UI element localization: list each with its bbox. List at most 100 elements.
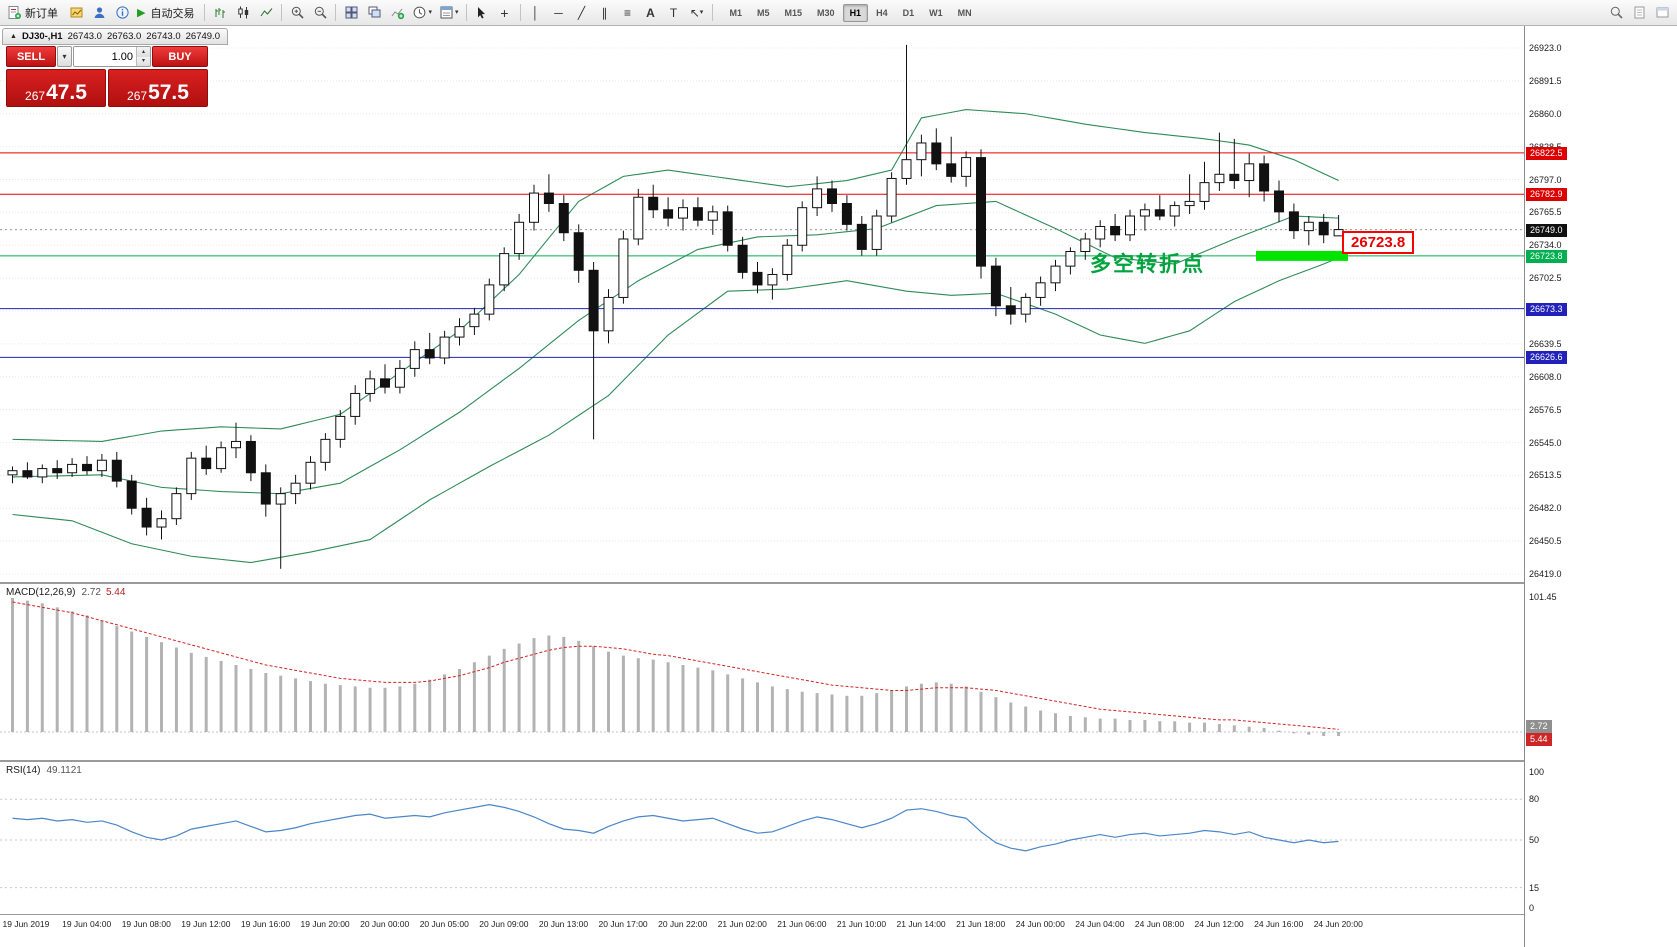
- macd-label: MACD(12,26,9) 2.72 5.44: [6, 587, 125, 598]
- time-axis[interactable]: 19 Jun 2019 19 Jun 04:00 19 Jun 08:00 19 Ju…: [0, 915, 1524, 947]
- time-axis-label: 20 Jun 17:00: [598, 919, 648, 929]
- price-level-badge: 26782.9: [1526, 188, 1567, 202]
- rsi-tick-label: 0: [1529, 903, 1535, 913]
- volume-input[interactable]: [74, 47, 136, 66]
- ohlc-low: 26743.0: [146, 31, 181, 42]
- toolbar-separator: [711, 4, 713, 21]
- trendline-button[interactable]: ╱: [571, 3, 593, 23]
- price-tick-label: 26608.0: [1529, 371, 1562, 382]
- new-chart-button[interactable]: [65, 3, 87, 23]
- toolbar-separator: [335, 4, 337, 21]
- price-tick-label: 26450.5: [1529, 536, 1562, 547]
- zoom-out-button[interactable]: [309, 3, 331, 23]
- time-axis-label: 21 Jun 02:00: [717, 919, 767, 929]
- channel-icon: ∥: [601, 5, 608, 20]
- trendline-icon: ╱: [577, 5, 586, 20]
- ohlc-high: 26763.0: [106, 31, 142, 42]
- label-tool-button[interactable]: T: [663, 3, 685, 23]
- sell-button[interactable]: SELL: [6, 46, 56, 67]
- toolbar-separator: [465, 4, 467, 21]
- timeframe-button-H1[interactable]: H1: [842, 3, 869, 22]
- price-tick-label: 26734.0: [1529, 240, 1562, 251]
- timeframe-button-MN[interactable]: MN: [951, 4, 979, 22]
- volume-down-button[interactable]: ▾: [137, 56, 150, 66]
- rsi-canvas[interactable]: [0, 762, 1524, 914]
- text-tool-button[interactable]: A: [640, 3, 662, 23]
- price-axis-column[interactable]: 26923.0 26891.5 26860.0 26828.5 26797.0 26765…: [1524, 26, 1677, 947]
- buy-price[interactable]: 267 57.5: [108, 69, 208, 107]
- buy-button[interactable]: BUY: [152, 46, 208, 67]
- timeframe-button-M15[interactable]: M15: [778, 4, 810, 22]
- price-tick-label: 26513.5: [1529, 470, 1562, 481]
- search-icon: [1610, 6, 1623, 19]
- vertical-line-button[interactable]: │: [525, 3, 547, 23]
- zoom-in-icon: [291, 6, 304, 19]
- rsi-label: RSI(14) 49.1121: [6, 765, 82, 776]
- horizontal-line-button[interactable]: ─: [548, 3, 570, 23]
- timeframe-button-M5[interactable]: M5: [750, 4, 777, 22]
- indicators-button[interactable]: [386, 3, 408, 23]
- doc-window-button-2[interactable]: [1651, 3, 1673, 23]
- arrow-objects-button[interactable]: ↖ ▾: [686, 3, 708, 23]
- data-window-button[interactable]: [111, 3, 133, 23]
- bar-chart-button[interactable]: [209, 3, 231, 23]
- toolbar: 新订单 ▶ 自动交易 ▾ ▾: [0, 0, 1677, 26]
- price-level-badge: 26749.0: [1526, 223, 1567, 237]
- macd-canvas[interactable]: [0, 584, 1524, 760]
- price-big-digits: 47.5: [46, 81, 87, 104]
- rsi-tick-label: 80: [1529, 794, 1540, 805]
- timeframe-button-H4[interactable]: H4: [869, 4, 895, 22]
- tile-windows-icon: [345, 6, 358, 19]
- tile-windows-button[interactable]: [340, 3, 362, 23]
- price-tick-label: 26923.0: [1529, 43, 1562, 53]
- new-order-icon: [8, 6, 21, 19]
- timeframe-button-M30[interactable]: M30: [810, 4, 842, 22]
- timeframe-button-D1[interactable]: D1: [896, 4, 922, 22]
- price-callout-box[interactable]: 26723.8: [1342, 231, 1415, 254]
- sell-price[interactable]: 267 47.5: [6, 69, 106, 107]
- document-icon: [1634, 6, 1644, 19]
- macd-main-value: 2.72: [81, 587, 101, 598]
- doc-window-button-1[interactable]: [1628, 3, 1650, 23]
- line-chart-icon: [260, 8, 273, 17]
- time-axis-label: 24 Jun 00:00: [1015, 919, 1065, 929]
- label-tool-icon: T: [669, 5, 678, 20]
- time-axis-label: 20 Jun 00:00: [360, 919, 410, 929]
- macd-axis-max: 101.45: [1529, 592, 1557, 602]
- horizontal-line-icon: ─: [554, 5, 563, 20]
- timeframe-button-W1[interactable]: W1: [922, 4, 950, 22]
- line-chart-button[interactable]: [255, 3, 277, 23]
- price-chart-canvas[interactable]: [0, 26, 1524, 582]
- channel-button[interactable]: ∥: [594, 3, 616, 23]
- clock-icon: [414, 6, 426, 19]
- candlestick-chart-button[interactable]: [232, 3, 254, 23]
- price-tick-label: 26797.0: [1529, 174, 1562, 185]
- bar-chart-icon: [215, 8, 225, 18]
- timeframe-button-M1[interactable]: M1: [723, 4, 750, 22]
- profiles-button[interactable]: [88, 3, 110, 23]
- trade-options-dropdown[interactable]: ▾: [57, 46, 72, 67]
- time-axis-label: 21 Jun 10:00: [836, 919, 887, 929]
- price-tick-label: 26576.5: [1529, 404, 1562, 415]
- chart-tab[interactable]: ▲ DJ30-,H1 26743.0 26763.0 26743.0 26749…: [2, 28, 228, 45]
- autotrade-button[interactable]: ▶ 自动交易: [134, 3, 200, 23]
- new-order-button[interactable]: 新订单: [4, 3, 64, 23]
- zoom-in-button[interactable]: [286, 3, 308, 23]
- price-tick-label: 26639.5: [1529, 338, 1562, 349]
- candlestick-icon: [238, 6, 249, 19]
- price-tick-label: 26545.0: [1529, 437, 1562, 448]
- search-button[interactable]: [1605, 3, 1627, 23]
- periods-button[interactable]: ▾: [409, 3, 435, 23]
- text-tool-icon: A: [646, 5, 655, 20]
- templates-button[interactable]: ▾: [436, 3, 462, 23]
- rsi-panel: RSI(14) 49.1121: [0, 762, 1524, 915]
- cascade-windows-button[interactable]: [363, 3, 385, 23]
- zoom-out-icon: [314, 6, 327, 19]
- time-axis-label: 24 Jun 04:00: [1075, 919, 1125, 929]
- time-axis-label: 24 Jun 12:00: [1194, 919, 1244, 929]
- fibonacci-button[interactable]: ≡: [617, 3, 639, 23]
- volume-up-button[interactable]: ▴: [137, 47, 150, 57]
- cursor-button[interactable]: [471, 3, 493, 23]
- crosshair-button[interactable]: +: [494, 3, 516, 23]
